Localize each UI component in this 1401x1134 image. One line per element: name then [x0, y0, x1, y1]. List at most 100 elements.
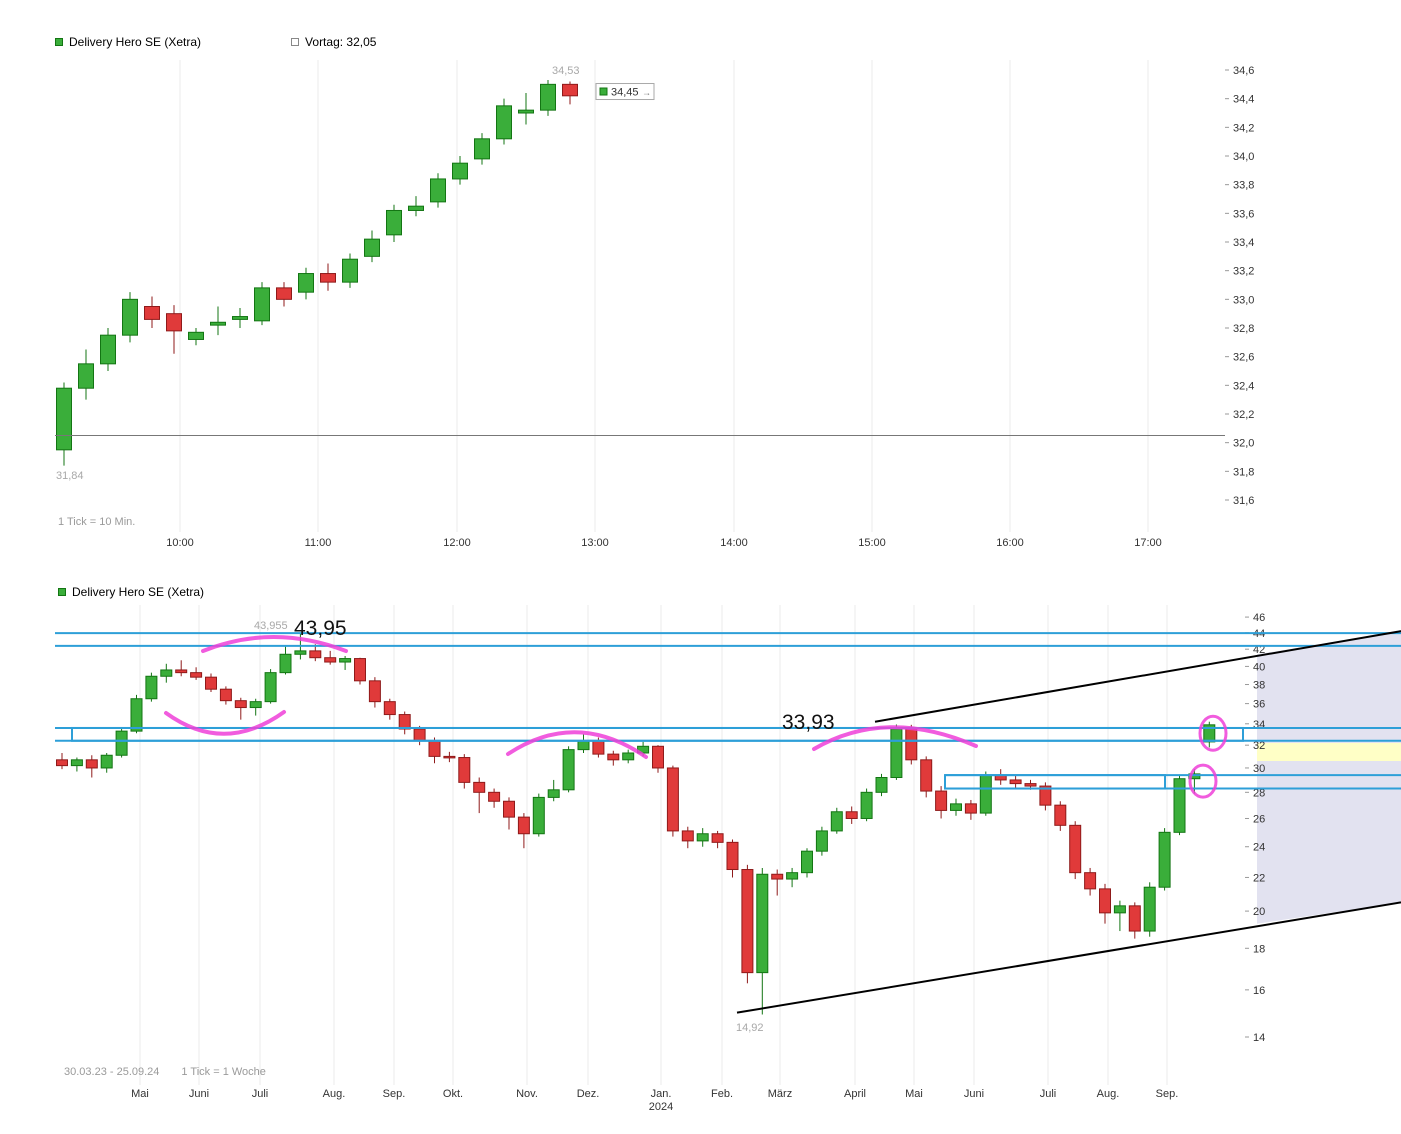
x-axis-label: Feb.: [711, 1088, 733, 1100]
y-axis-label: 33,6: [1233, 208, 1254, 220]
candle-down: [276, 287, 292, 300]
y-axis-label: 26: [1253, 813, 1265, 825]
candle-down: [1084, 872, 1097, 890]
drawn-arc-july-top[interactable]: [201, 635, 348, 653]
candle-up: [122, 298, 138, 336]
x-axis-label: 16:00: [996, 537, 1024, 549]
highlight-circle-lower[interactable]: [1188, 763, 1218, 799]
y-axis-label: 32,0: [1233, 438, 1254, 450]
candle-down: [711, 833, 724, 843]
highlight-circle-upper[interactable]: [1198, 714, 1228, 752]
candle-up: [756, 873, 769, 974]
upper-trendline[interactable]: [874, 630, 1401, 723]
y-axis-label: 33,4: [1233, 237, 1254, 249]
price-zone-box-mid[interactable]: [71, 726, 1244, 742]
candle-down: [1009, 779, 1022, 785]
candle-down: [324, 657, 337, 663]
y-axis-label: 33,8: [1233, 180, 1254, 192]
bottom-chart-legend: Delivery Hero SE (Xetra): [58, 585, 204, 599]
candle-down: [166, 313, 182, 332]
candle-up: [950, 803, 962, 811]
candle-up: [298, 273, 314, 293]
candle-down: [354, 658, 366, 682]
current-price-label: 34,45: [611, 87, 639, 99]
candle-down: [607, 753, 620, 761]
candle-down: [458, 757, 471, 783]
candle-down: [652, 745, 664, 769]
candle-down: [443, 755, 456, 759]
candle-down: [845, 811, 858, 819]
lower-trendline[interactable]: [736, 901, 1401, 1014]
y-axis-label: 33,0: [1233, 294, 1254, 306]
x-axis-label: 11:00: [305, 537, 332, 549]
candle-down: [488, 791, 501, 802]
candle-up: [540, 83, 556, 111]
candle-up: [56, 387, 72, 451]
y-axis-label: 32,2: [1233, 409, 1254, 421]
candle-up: [1173, 778, 1186, 833]
y-axis-label: 16: [1253, 985, 1265, 997]
x-axis-label: März: [768, 1088, 792, 1100]
candle-up: [264, 672, 277, 703]
candle-down: [1128, 905, 1141, 932]
projection-zone-yellow: [1257, 743, 1401, 761]
high-price-label: 43,955: [254, 620, 288, 632]
y-axis-label: 34,2: [1233, 122, 1254, 134]
vortag-label: Vortag: 32,05: [305, 35, 377, 49]
candle-up: [279, 653, 292, 674]
candle-down: [741, 869, 754, 974]
candle-down: [383, 701, 396, 716]
drawn-arc-dec-top[interactable]: [506, 730, 648, 759]
candle-down: [428, 740, 441, 757]
candle-up: [100, 754, 113, 769]
candle-down: [681, 830, 694, 842]
candle-up: [860, 791, 873, 819]
candle-up: [801, 850, 813, 874]
candle-up: [70, 759, 83, 767]
candle-down: [205, 676, 217, 690]
drawn-arc-june-dip[interactable]: [164, 710, 286, 736]
candle-down: [562, 83, 578, 97]
candle-down: [1024, 783, 1037, 787]
series-color-icon: [55, 38, 63, 46]
candle-up: [115, 730, 128, 756]
candle-down: [473, 781, 486, 793]
drawn-arc-april-top[interactable]: [812, 725, 978, 751]
y-axis-label: 31,8: [1233, 466, 1254, 478]
candle-up: [339, 658, 352, 663]
projection-zone-upper: [1257, 631, 1401, 743]
price-zone-box-lower[interactable]: [944, 774, 1166, 790]
y-axis-label: 32: [1253, 740, 1265, 752]
y-axis-label: 30: [1253, 763, 1265, 775]
x-axis-label: Sep.: [1156, 1088, 1179, 1100]
candle-up: [294, 650, 307, 655]
candle-down: [175, 669, 188, 674]
candle-up: [188, 331, 204, 340]
x-axis-label: April: [844, 1088, 866, 1100]
x-axis-label: Sep.: [383, 1088, 406, 1100]
candle-down: [920, 759, 933, 792]
candle-up: [210, 321, 226, 326]
y-axis-label: 20: [1253, 906, 1265, 918]
x-axis-label: Okt.: [443, 1088, 463, 1100]
marker-series-icon: [599, 87, 608, 96]
candle-up: [474, 138, 490, 160]
candle-up: [1113, 905, 1126, 914]
y-axis-label: 42: [1253, 644, 1265, 656]
y-axis-label: 18: [1253, 943, 1265, 955]
candle-up: [386, 209, 402, 236]
candle-up: [979, 774, 992, 814]
y-axis-label: 46: [1253, 612, 1265, 624]
candle-down: [1054, 804, 1067, 826]
candle-up: [696, 833, 709, 842]
candle-up: [562, 749, 575, 791]
candle-down: [309, 650, 322, 659]
candle-down: [85, 759, 98, 769]
candle-down: [1069, 824, 1082, 874]
bottom-chart-range-note: 30.03.23 - 25.09.24 1 Tick = 1 Woche: [64, 1066, 266, 1078]
y-axis-label: 34: [1253, 719, 1265, 731]
candle-up: [145, 675, 158, 700]
tick-info-label: 1 Tick = 1 Woche: [181, 1066, 266, 1078]
